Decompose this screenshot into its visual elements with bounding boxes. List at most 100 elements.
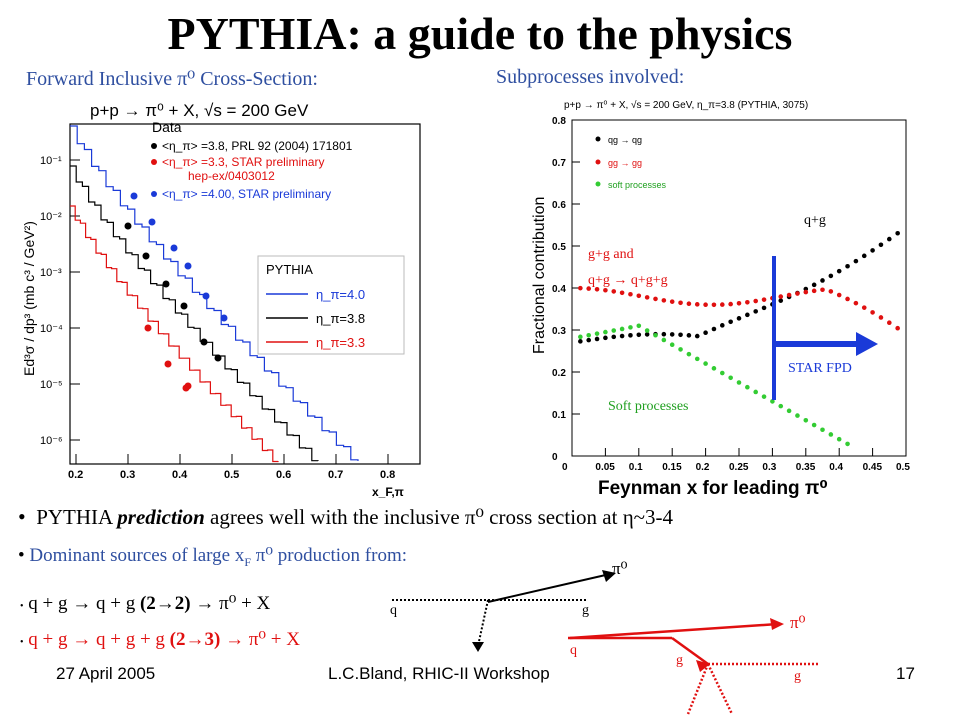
data-point-40	[148, 218, 156, 226]
soft-point	[653, 332, 658, 338]
gg-point	[628, 291, 633, 297]
process-1: • q + g → q + g (2→2) → π⁰ + X	[20, 593, 271, 614]
soft-point	[644, 328, 650, 333]
annotation-soft: Soft processes	[608, 399, 689, 414]
data-point-40	[220, 314, 228, 322]
gg-point	[811, 288, 817, 294]
right-xtick-label: 0.45	[863, 462, 883, 473]
qg-point	[661, 331, 667, 337]
bullet-1-emphasis: prediction	[117, 505, 205, 529]
bullet-2-sub: F	[244, 554, 252, 569]
qg-point	[603, 335, 608, 341]
pythia-legend-box	[257, 255, 405, 355]
d2-out-line-2	[706, 663, 734, 715]
right-xtick-label: 0.2	[696, 462, 710, 473]
right-plot-xlabel: Feynman x for leading π⁰	[598, 478, 828, 499]
gg-point	[778, 294, 784, 299]
left-ytick-label: 10⁻¹	[40, 155, 62, 167]
right-ytick-label: 0.7	[552, 158, 566, 169]
gg-point	[720, 302, 725, 307]
left-ytick-label: 10⁻²	[40, 211, 62, 223]
soft-point	[786, 408, 792, 414]
gg-point	[895, 325, 900, 331]
soft-point	[795, 413, 800, 418]
gg-point	[619, 290, 625, 296]
process-2: • q + g → q + g + g (2→3) → π⁰ + X	[20, 629, 300, 650]
qg-point	[636, 332, 642, 338]
gg-point	[694, 302, 700, 307]
right-xtick-label: 0.35	[796, 462, 816, 473]
right-xtick-label: 0.15	[662, 462, 682, 473]
soft-point	[603, 329, 608, 335]
process-1-a: q + g → q + g	[28, 593, 140, 614]
d1-out-line	[477, 599, 489, 647]
process-2-a: q + g → q + g + g	[28, 629, 170, 650]
soft-point	[703, 361, 708, 366]
soft-point	[836, 436, 842, 442]
qg-point	[586, 337, 591, 343]
qg-point	[644, 332, 650, 337]
soft-point	[686, 351, 692, 357]
right-ytick-label: 0	[552, 452, 558, 463]
qg-point	[703, 330, 708, 336]
soft-point	[745, 384, 750, 390]
gg-point	[653, 296, 658, 302]
right-ytick-label: 0.5	[552, 242, 566, 253]
legend-data-4: <η_π> =4.00, STAR preliminary	[162, 187, 331, 201]
soft-point	[820, 427, 825, 433]
left-ytick-label: 10⁻⁵	[40, 379, 63, 391]
right-xtick-label: 0.25	[729, 462, 749, 473]
soft-point	[828, 432, 834, 437]
footer-venue: L.C.Bland, RHIC-II Workshop	[328, 664, 550, 683]
data-point-40	[170, 244, 178, 252]
gg-point	[661, 298, 667, 303]
feynman-diagrams: π⁰ q g π⁰ q g g	[390, 559, 820, 715]
gg-point	[703, 302, 708, 308]
right-xtick-label: 0	[562, 462, 568, 473]
legend-marker-33	[151, 159, 157, 165]
left-ytick-label: 10⁻³	[40, 267, 62, 279]
data-point-38	[214, 354, 222, 362]
qg-point	[728, 319, 733, 325]
gg-point	[845, 296, 850, 302]
gg-point	[878, 315, 884, 320]
left-xtick-label: 0.6	[276, 469, 291, 481]
d2-pi-label: π⁰	[790, 613, 806, 632]
bullet-2-post: π⁰ production from:	[251, 545, 408, 566]
qg-point	[820, 278, 825, 283]
soft-point	[586, 332, 591, 338]
gg-point	[603, 287, 608, 293]
left-xtick-label: 0.3	[120, 469, 135, 481]
soft-point	[761, 394, 767, 399]
legend-pythia-3: η_π=3.3	[316, 335, 365, 350]
legend-marker-40	[151, 191, 157, 197]
right-xtick-label: 0.1	[629, 462, 643, 473]
data-point-38	[124, 222, 132, 230]
qg-point	[628, 333, 633, 338]
right-ytick-label: 0.1	[552, 410, 566, 421]
gg-point	[761, 297, 767, 302]
right-caption: Subprocesses involved:	[496, 66, 685, 88]
pythia-curve-38	[70, 165, 319, 462]
qg-point	[720, 323, 725, 328]
left-plot-xlabel: x_F,π	[372, 485, 404, 499]
d2-mid-line	[671, 636, 709, 666]
gg-point	[870, 310, 875, 315]
soft-point	[594, 331, 600, 336]
process-1-c: → π⁰ + X	[190, 593, 271, 614]
gg-point	[853, 300, 859, 306]
right-ytick-label: 0.6	[552, 200, 566, 211]
bullet-2-text: Dominant sources of large x	[29, 545, 245, 566]
soft-point	[753, 389, 758, 395]
soft-point	[619, 326, 625, 332]
soft-point	[736, 380, 742, 385]
soft-point	[845, 441, 850, 447]
d2-mid-arrow	[696, 660, 710, 672]
legend-data-3: hep-ex/0403012	[188, 169, 275, 183]
qg-point	[578, 339, 583, 344]
qg-point	[845, 263, 850, 269]
data-point-40	[130, 192, 138, 200]
process-2-b: (2→3)	[169, 629, 221, 650]
qg-point	[736, 316, 742, 321]
soft-point	[770, 399, 775, 404]
